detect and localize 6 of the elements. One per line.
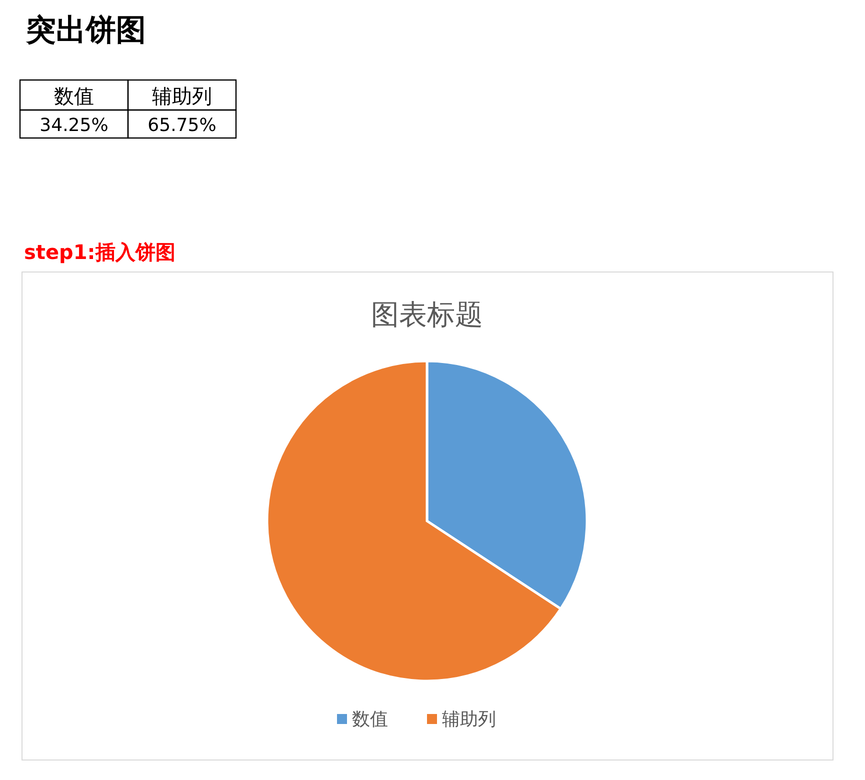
legend-label: 辅助列 <box>442 709 496 730</box>
value-table: 数值 34.25% 辅助列 65.75% <box>19 79 237 139</box>
chart-title: 图表标题 <box>371 298 483 331</box>
text: step1:插入饼图 <box>24 240 176 264</box>
legend-label: 数值 <box>352 709 388 730</box>
text: 突出饼图 <box>25 13 146 48</box>
